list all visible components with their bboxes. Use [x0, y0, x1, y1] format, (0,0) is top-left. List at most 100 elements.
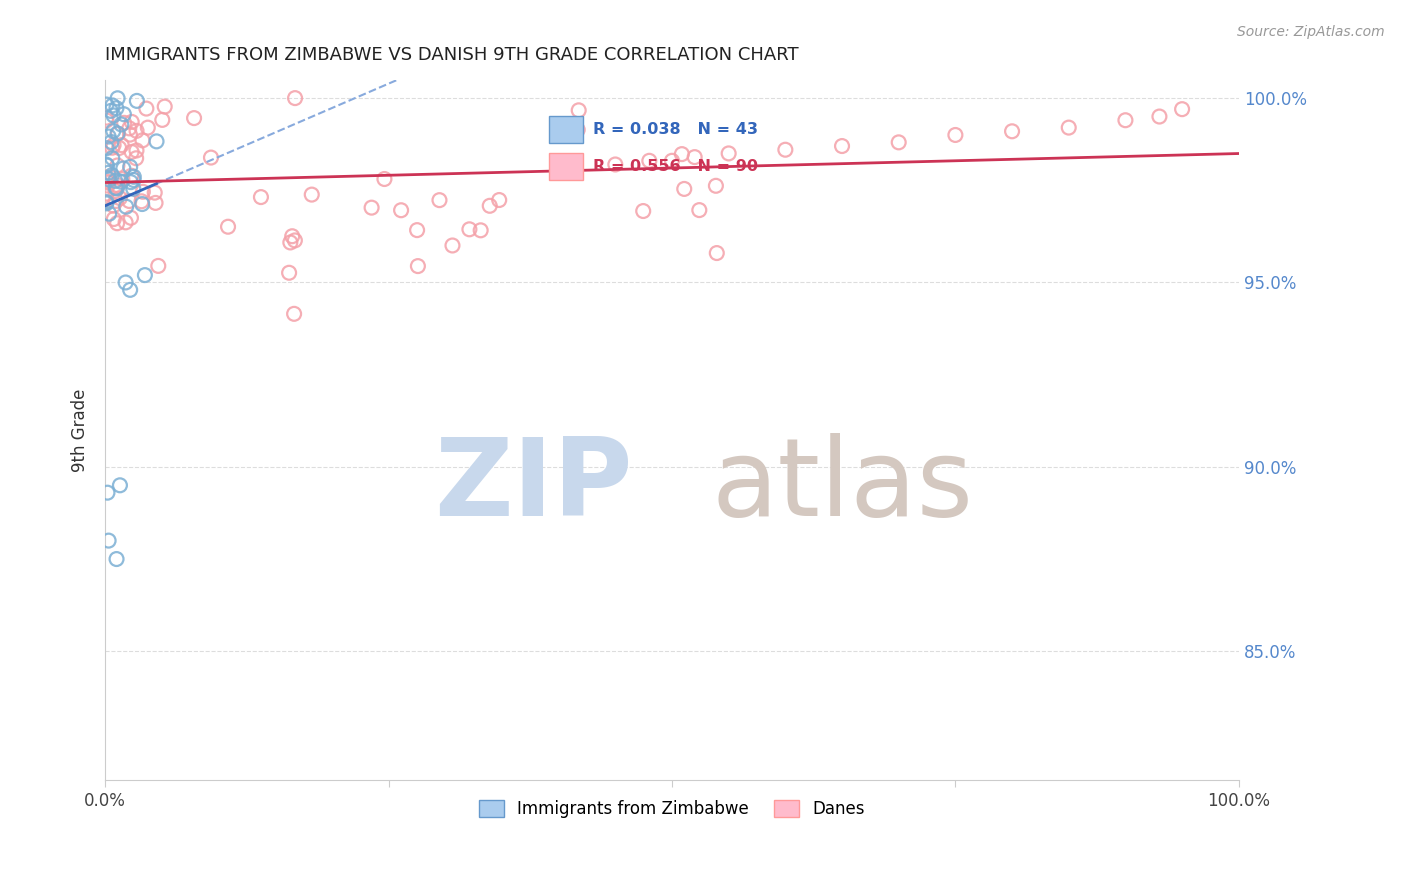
Point: [108, 191, 131, 205]
Point: [135, 102, 157, 116]
Point: [118, 121, 141, 136]
Point: [217, 219, 239, 234]
Point: [488, 193, 510, 207]
Point: [101, 151, 124, 165]
Point: [278, 266, 301, 280]
Point: [406, 259, 429, 273]
Point: [100, 135, 122, 149]
Point: [143, 186, 166, 200]
Point: [108, 141, 131, 155]
Point: [360, 201, 382, 215]
Point: [105, 181, 128, 195]
Point: [1057, 120, 1080, 135]
Point: [120, 160, 142, 174]
Point: [96, 485, 118, 500]
Text: atlas: atlas: [711, 433, 974, 539]
Point: [150, 112, 173, 127]
Text: IMMIGRANTS FROM ZIMBABWE VS DANISH 9TH GRADE CORRELATION CHART: IMMIGRANTS FROM ZIMBABWE VS DANISH 9TH G…: [105, 46, 799, 64]
Text: ZIP: ZIP: [434, 433, 633, 539]
Point: [945, 128, 967, 142]
Point: [96, 113, 118, 128]
Point: [103, 124, 125, 138]
Point: [301, 187, 323, 202]
Point: [107, 159, 129, 173]
Point: [103, 138, 125, 153]
Point: [148, 259, 170, 273]
Point: [107, 91, 129, 105]
Point: [104, 181, 127, 195]
Point: [548, 128, 571, 142]
Point: [281, 229, 304, 244]
Text: Source: ZipAtlas.com: Source: ZipAtlas.com: [1237, 25, 1385, 39]
Point: [103, 198, 125, 212]
Point: [96, 170, 118, 185]
Point: [638, 153, 661, 168]
Point: [112, 161, 135, 176]
Point: [704, 178, 727, 193]
Point: [122, 169, 145, 184]
Point: [96, 196, 118, 211]
Point: [470, 223, 492, 237]
Point: [111, 172, 134, 186]
Point: [108, 478, 131, 492]
Point: [136, 120, 159, 135]
Point: [706, 246, 728, 260]
Point: [775, 143, 797, 157]
Point: [250, 190, 273, 204]
Point: [107, 178, 129, 193]
Point: [97, 166, 120, 180]
Point: [96, 159, 118, 173]
Y-axis label: 9th Grade: 9th Grade: [72, 388, 89, 472]
Point: [547, 161, 569, 176]
Point: [100, 103, 122, 118]
Point: [717, 146, 740, 161]
Point: [661, 153, 683, 168]
Point: [458, 222, 481, 236]
Point: [631, 204, 654, 219]
Point: [105, 101, 128, 115]
Point: [373, 172, 395, 186]
Point: [105, 194, 128, 208]
Point: [134, 268, 156, 282]
Point: [114, 215, 136, 229]
Point: [429, 193, 451, 207]
Point: [96, 97, 118, 112]
Point: [125, 94, 148, 108]
Point: [441, 238, 464, 252]
Point: [97, 174, 120, 188]
Point: [1171, 102, 1194, 116]
Point: [104, 174, 127, 188]
Point: [125, 144, 148, 158]
Point: [478, 199, 501, 213]
Point: [105, 552, 128, 566]
Point: [96, 111, 118, 125]
Point: [115, 200, 138, 214]
Point: [121, 115, 143, 129]
Point: [605, 157, 627, 171]
Point: [103, 108, 125, 122]
Point: [567, 122, 589, 136]
Point: [284, 234, 307, 248]
Point: [887, 136, 910, 150]
Point: [118, 194, 141, 208]
Point: [107, 127, 129, 141]
Point: [101, 141, 124, 155]
Point: [96, 158, 118, 172]
Point: [120, 169, 142, 183]
Point: [97, 176, 120, 190]
Point: [1149, 110, 1171, 124]
Point: [200, 151, 222, 165]
Point: [183, 111, 205, 125]
Point: [112, 107, 135, 121]
Point: [97, 129, 120, 144]
Point: [153, 100, 176, 114]
Point: [101, 168, 124, 182]
Point: [284, 91, 307, 105]
Point: [114, 276, 136, 290]
Point: [688, 203, 710, 218]
Point: [120, 175, 142, 189]
Point: [110, 175, 132, 189]
Point: [131, 194, 153, 209]
Point: [831, 139, 853, 153]
Point: [671, 147, 693, 161]
